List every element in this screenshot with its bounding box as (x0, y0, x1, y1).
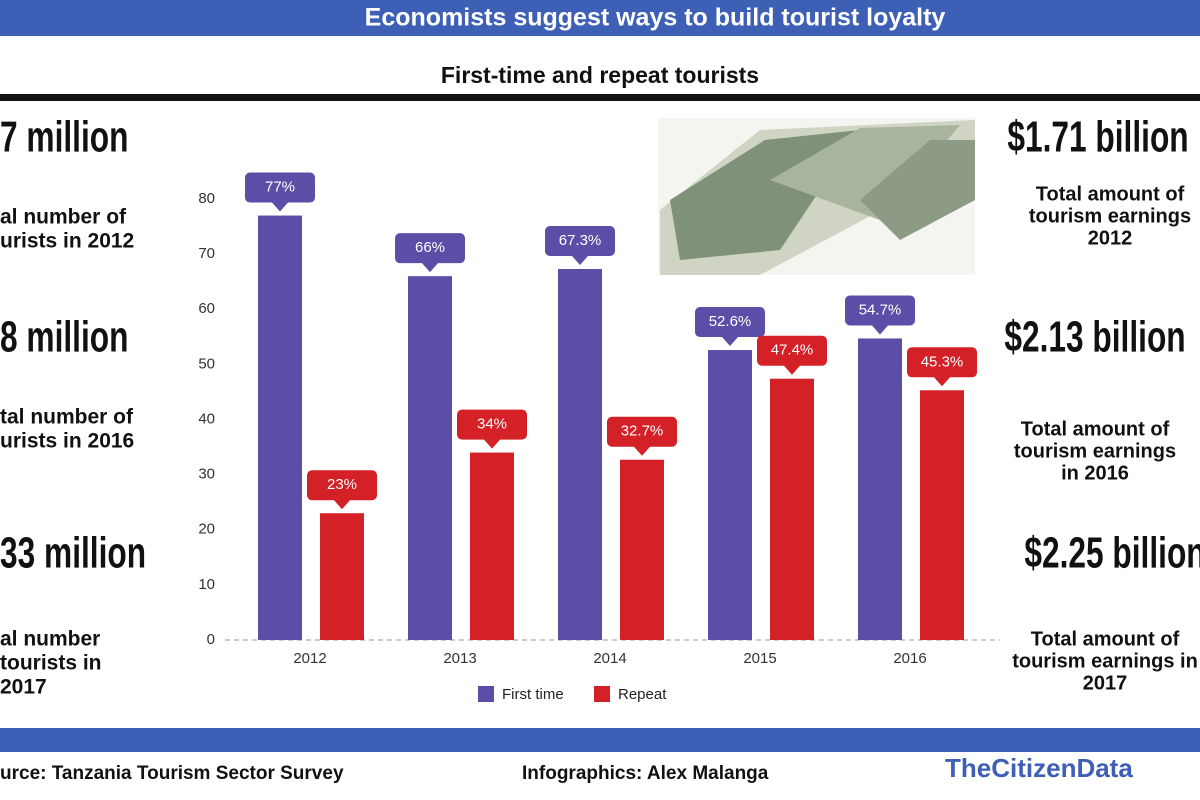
stat-caption: tal number of (0, 406, 134, 429)
x-tick-label: 2016 (893, 650, 926, 667)
bar (770, 378, 814, 640)
stat-caption: tourism earnings in (1012, 650, 1198, 672)
value-label: 66% (415, 239, 445, 256)
value-callout (457, 409, 527, 449)
value-callout (545, 226, 615, 266)
stat-figure-group: $2.13 billion (1004, 313, 1185, 362)
y-tick-label: 80 (198, 190, 215, 207)
legend-swatch (478, 686, 494, 702)
stat-figure: 7 million (0, 113, 128, 162)
value-callout (907, 347, 977, 387)
title: Economists suggest ways to build tourist… (365, 4, 946, 32)
value-label: 52.6% (709, 313, 752, 330)
stat-figure: 33 million (0, 529, 146, 578)
stat-caption: Total amount of (1021, 418, 1170, 440)
legend-swatch (594, 686, 610, 702)
stat-caption: in 2016 (1061, 462, 1129, 484)
stat-caption: al number of (0, 206, 127, 229)
x-tick-label: 2012 (293, 650, 326, 667)
stat-figure: $2.13 billion (1004, 313, 1185, 362)
footer-band (0, 728, 1200, 752)
x-tick-label: 2015 (743, 650, 776, 667)
y-tick-label: 10 (198, 576, 215, 593)
stat-figure-group: $1.71 billion (1007, 113, 1188, 162)
stat-figure-group: 7 million (0, 113, 128, 162)
stat-figure: 8 million (0, 313, 128, 362)
stat-caption: tourism earnings (1014, 440, 1176, 462)
legend-label: Repeat (618, 686, 667, 703)
y-tick-label: 60 (198, 300, 215, 317)
footer-brand: TheCitizenData (945, 753, 1133, 783)
value-callout (757, 335, 827, 375)
stat-figure: $1.71 billion (1007, 113, 1188, 162)
stat-caption: Total amount of (1031, 628, 1180, 650)
value-label: 77% (265, 179, 295, 196)
y-tick-label: 30 (198, 466, 215, 483)
value-callout (245, 172, 315, 212)
y-tick-label: 20 (198, 521, 215, 538)
value-callout (307, 470, 377, 510)
bar (620, 459, 664, 640)
stat-caption: urists in 2016 (0, 430, 134, 453)
header-band (0, 0, 1200, 36)
value-callout (845, 295, 915, 335)
value-callout (695, 307, 765, 347)
stat-caption: tourism earnings (1029, 205, 1191, 227)
stat-caption: 2012 (1088, 227, 1133, 249)
value-label: 34% (477, 416, 507, 433)
stat-caption: al number (0, 628, 100, 651)
value-label: 23% (327, 476, 357, 493)
value-label: 54.7% (859, 301, 902, 318)
stat-caption: Total amount of (1036, 183, 1185, 205)
x-tick-label: 2014 (593, 650, 626, 667)
stat-figure: $2.25 billion (1024, 529, 1200, 578)
stat-caption: tourists in (0, 652, 102, 675)
value-callout (607, 416, 677, 456)
stat-figure-group: $2.25 billion (1024, 529, 1200, 578)
y-tick-label: 40 (198, 410, 215, 427)
x-tick-label: 2013 (443, 650, 476, 667)
y-tick-label: 70 (198, 245, 215, 262)
bar (558, 269, 602, 640)
value-label: 32.7% (621, 423, 664, 440)
money-photo (658, 118, 975, 275)
footer-credit: Infographics: Alex Malanga (522, 763, 769, 784)
bar (320, 513, 364, 640)
bar (708, 350, 752, 640)
stat-caption: 2017 (0, 676, 47, 699)
bar (858, 338, 902, 640)
bar (408, 276, 452, 640)
value-label: 47.4% (771, 342, 814, 359)
footer-source: urce: Tanzania Tourism Sector Survey (0, 763, 344, 784)
y-tick-label: 0 (207, 631, 215, 648)
value-callout (395, 233, 465, 273)
stat-caption: urists in 2012 (0, 230, 134, 253)
value-label: 67.3% (559, 232, 602, 249)
bar (920, 390, 964, 640)
header-rule (0, 94, 1200, 101)
bar (470, 452, 514, 640)
legend-label: First time (502, 686, 564, 703)
value-label: 45.3% (921, 353, 964, 370)
bar (258, 215, 302, 640)
stat-figure-group: 8 million (0, 313, 128, 362)
stat-caption: 2017 (1083, 672, 1128, 694)
stat-figure-group: 33 million (0, 529, 146, 578)
y-tick-label: 50 (198, 355, 215, 372)
subtitle: First-time and repeat tourists (441, 62, 759, 88)
